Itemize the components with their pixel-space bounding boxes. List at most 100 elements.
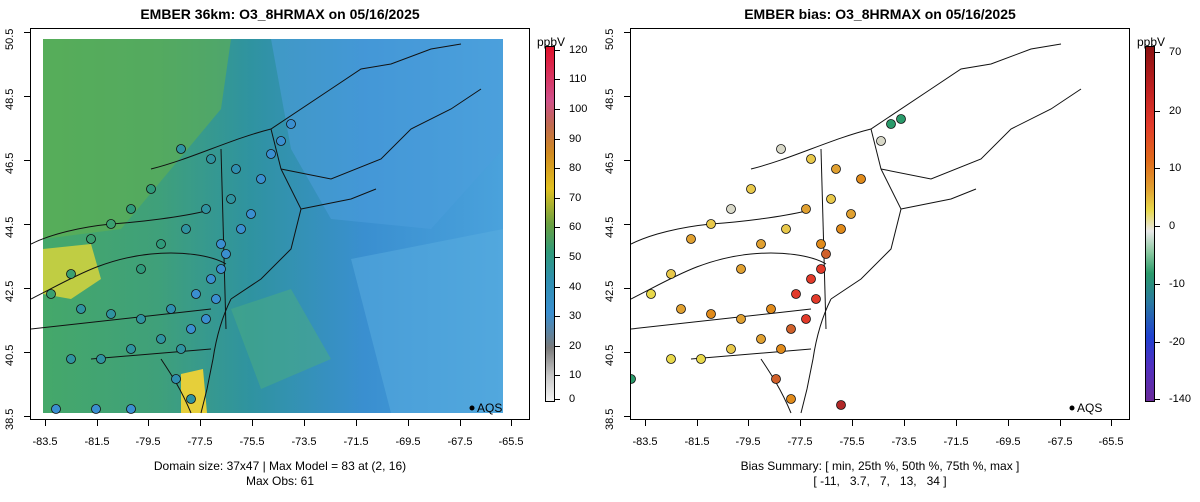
x-tick-label: -65.5: [1098, 436, 1124, 448]
y-tick-label: 50.5: [604, 28, 616, 50]
bias-obs-sites: [631, 114, 906, 410]
colorbar-label: 70: [569, 192, 582, 204]
x-tickmark: [511, 420, 512, 426]
y-tick-label: 46.5: [604, 152, 616, 174]
colorbar-label: 120: [569, 44, 588, 56]
y-tickmark: [624, 416, 630, 417]
x-tickmark: [460, 420, 461, 426]
y-tick-label: 40.5: [4, 344, 16, 366]
colorbar-tick: [555, 139, 560, 140]
y-tick-label: 44.5: [4, 216, 16, 238]
model-legend-label: AQS: [477, 401, 503, 415]
y-tickmark: [624, 160, 630, 161]
y-tickmark: [24, 224, 30, 225]
colorbar-tick: [555, 399, 560, 400]
colorbar-label: 0: [569, 393, 576, 405]
x-tick-label: -81.5: [684, 436, 710, 448]
y-tickmark: [24, 352, 30, 353]
x-tick-label: -79.5: [735, 436, 761, 448]
model-legend: [469, 405, 475, 411]
x-tickmark: [304, 420, 305, 426]
y-tick-label: 42.5: [4, 280, 16, 302]
x-tick-label: -83.5: [632, 436, 658, 448]
colorbar-tick: [1155, 52, 1160, 53]
x-tick-label: -81.5: [84, 436, 110, 448]
colorbar-tick: [1155, 399, 1160, 400]
x-tickmark: [408, 420, 409, 426]
colorbar-tick: [1155, 284, 1160, 285]
x-tick-label: -77.5: [187, 436, 213, 448]
x-tickmark: [1060, 420, 1061, 426]
y-tickmark: [624, 288, 630, 289]
x-tickmark: [97, 420, 98, 426]
colorbar-tick: [555, 168, 560, 169]
x-tick-label: -79.5: [135, 436, 161, 448]
colorbar-label: -20: [1169, 336, 1185, 348]
bias-legend: [1069, 405, 1075, 411]
model-field-coastal: [231, 289, 331, 389]
colorbar-label: 30: [569, 310, 582, 322]
y-tick-label: 50.5: [4, 28, 16, 50]
model-footer-line2: Max Obs: 61: [245, 474, 315, 488]
colorbar-label: 20: [1169, 105, 1182, 117]
x-tick-label: -69.5: [395, 436, 421, 448]
y-tickmark: [624, 352, 630, 353]
y-tick-label: 42.5: [604, 280, 616, 302]
bias-colorbar-unit: ppbV: [1137, 35, 1166, 49]
colorbar-label: 110: [569, 73, 587, 85]
colorbar-label: 90: [569, 133, 582, 145]
colorbar-tick: [555, 79, 560, 80]
model-field-high-region: [43, 39, 231, 239]
x-tick-label: -73.5: [291, 436, 317, 448]
y-tick-label: 48.5: [4, 88, 16, 110]
bias-legend-label: AQS: [1077, 401, 1103, 415]
model-map-svg: [31, 39, 503, 414]
bias-footer-line1: Bias Summary: [ min, 25th %, 50th %, 75t…: [740, 459, 1020, 473]
x-tickmark: [904, 420, 905, 426]
colorbar-label: 10: [1169, 162, 1182, 174]
bias-footer-line2: [ -11, 3.7, 7, 13, 34 ]: [813, 474, 947, 488]
colorbar-label: 20: [569, 340, 582, 352]
model-field-ocean-low: [271, 39, 503, 229]
colorbar-label: 80: [569, 162, 582, 174]
x-tickmark: [45, 420, 46, 426]
y-tick-label: 46.5: [4, 152, 16, 174]
colorbar-tick: [555, 287, 560, 288]
x-tickmark: [800, 420, 801, 426]
x-tickmark: [252, 420, 253, 426]
x-tick-label: -71.5: [343, 436, 369, 448]
y-tickmark: [24, 288, 30, 289]
colorbar-label: 40: [569, 281, 582, 293]
bias-map-panel: EMBER bias: O3_8HRMAX on 05/16/2025: [600, 0, 1200, 502]
colorbar-tick: [555, 257, 560, 258]
x-tick-label: -65.5: [498, 436, 524, 448]
model-map-panel: EMBER 36km: O3_8HRMAX on 05/16/2025: [4, 6, 588, 488]
colorbar-tick: [1155, 111, 1160, 112]
y-tickmark: [24, 32, 30, 33]
y-tick-label: 38.5: [4, 408, 16, 430]
colorbar-tick: [555, 375, 560, 376]
bias-map-svg: [631, 43, 1082, 414]
y-tickmark: [624, 32, 630, 33]
model-footer-line1: Domain size: 37x47 | Max Model = 83 at (…: [153, 459, 407, 473]
x-tickmark: [356, 420, 357, 426]
model-colorbar-unit: ppbV: [537, 35, 566, 49]
y-tickmark: [624, 96, 630, 97]
y-tickmark: [624, 224, 630, 225]
x-tickmark: [956, 420, 957, 426]
colorbar-tick: [555, 198, 560, 199]
x-tickmark: [697, 420, 698, 426]
colorbar-tick: [1155, 342, 1160, 343]
colorbar-tick: [555, 50, 560, 51]
colorbar-label: -140: [1169, 393, 1192, 405]
y-tick-label: 38.5: [604, 408, 616, 430]
y-tickmark: [24, 96, 30, 97]
x-tickmark: [200, 420, 201, 426]
colorbar-label: 50: [569, 251, 582, 263]
y-tickmark: [24, 416, 30, 417]
colorbar-label: 10: [569, 369, 582, 381]
x-tick-label: -75.5: [839, 436, 865, 448]
x-tickmark: [748, 420, 749, 426]
x-tickmark: [1111, 420, 1112, 426]
colorbar-tick: [555, 316, 560, 317]
